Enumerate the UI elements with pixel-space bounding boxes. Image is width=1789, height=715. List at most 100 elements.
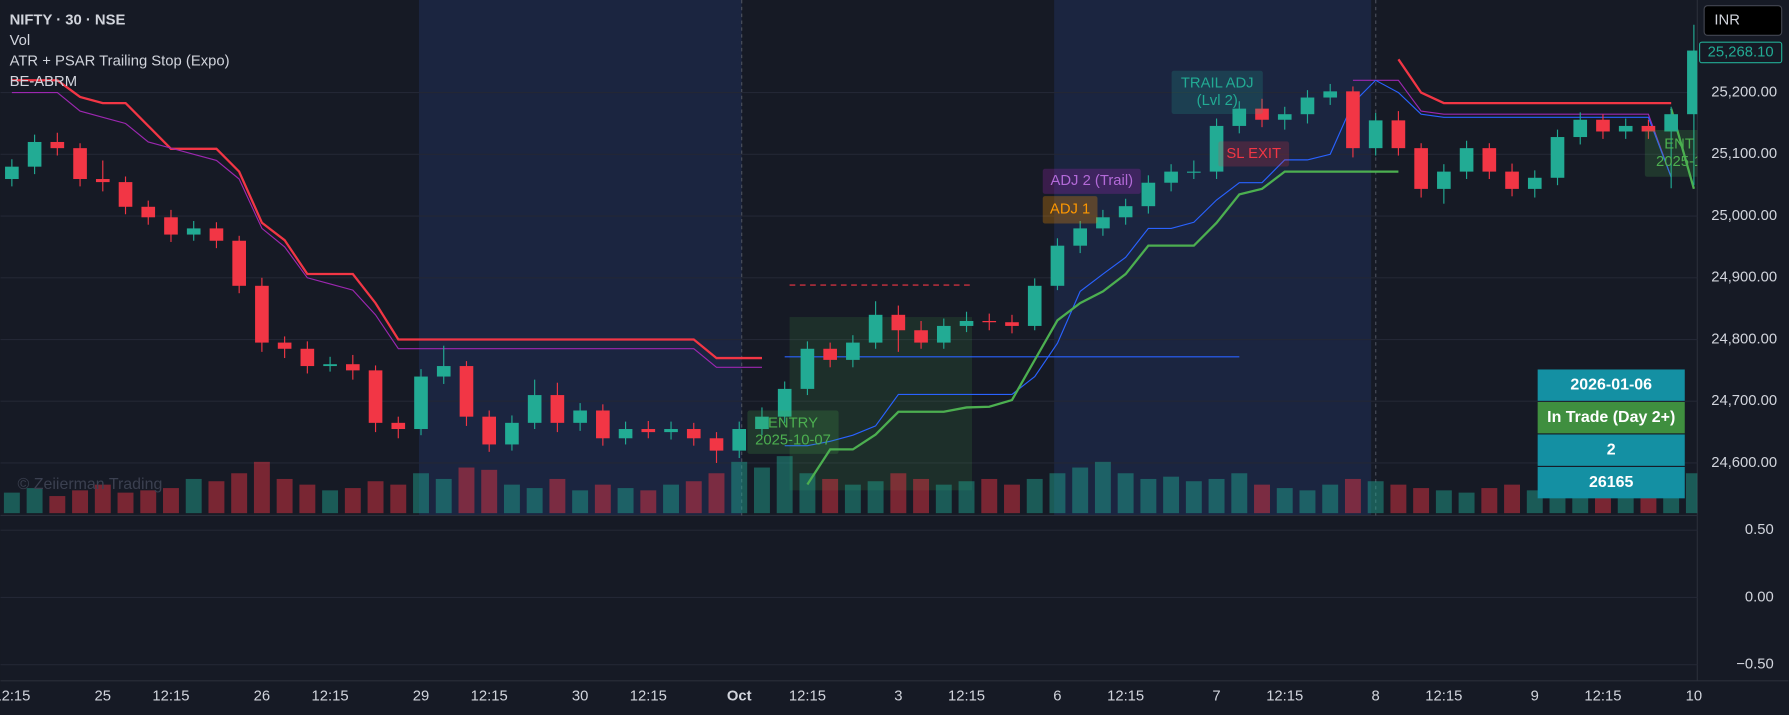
volume-bar xyxy=(958,481,975,514)
candle-body xyxy=(1118,206,1133,218)
stop-line xyxy=(11,58,1672,360)
x-tick-label: 29 xyxy=(413,689,429,705)
x-tick-label: 12:15 xyxy=(630,689,667,705)
annotation-text: SL EXIT xyxy=(1226,146,1281,162)
table-text: In Trade (Day 2+) xyxy=(1547,409,1675,426)
candle-body xyxy=(277,342,292,349)
candle-body xyxy=(209,228,224,241)
volume-bar xyxy=(867,481,884,514)
legend-line[interactable]: NIFTY · 30 · NSE xyxy=(10,12,126,28)
table-text: 2026-01-06 xyxy=(1570,377,1652,394)
candle-body xyxy=(1141,182,1156,207)
volume-bar xyxy=(117,492,134,514)
volume-bar xyxy=(844,484,861,514)
currency-box[interactable] xyxy=(1703,5,1783,36)
volume-bar xyxy=(1299,490,1316,514)
volume-bar xyxy=(1208,478,1225,514)
x-tick-label: 12:15 xyxy=(1425,689,1462,705)
legend-line[interactable]: BE-ABRM xyxy=(10,74,78,90)
candle-body xyxy=(186,228,201,235)
annotation-text: ENT xyxy=(1664,137,1694,153)
x-tick-label: 12:15 xyxy=(152,689,189,705)
candle-body xyxy=(641,429,656,433)
candle-body xyxy=(709,438,724,451)
volume-bar xyxy=(299,484,316,514)
volume-bar xyxy=(390,484,407,514)
candle-body xyxy=(1641,125,1656,132)
volume-bar xyxy=(1685,473,1698,514)
table-cell xyxy=(1537,434,1685,466)
candle-body xyxy=(891,314,906,331)
volume-bar xyxy=(685,481,702,514)
volume-bar xyxy=(481,469,498,514)
volume-bar xyxy=(640,490,657,514)
table-cell xyxy=(1537,466,1685,499)
annotation-text: (Lvl 2) xyxy=(1197,93,1238,109)
volume-bar xyxy=(1185,481,1202,514)
volume-bar xyxy=(503,484,520,514)
currency[interactable]: INR xyxy=(1714,12,1740,28)
volume-bar xyxy=(140,490,157,514)
candle-body xyxy=(1414,148,1428,189)
volume-bar xyxy=(594,484,611,514)
volume-bar xyxy=(1094,461,1111,514)
volume-bar xyxy=(72,490,89,514)
volume-bar xyxy=(367,481,384,514)
candle-body xyxy=(1050,245,1065,286)
legend-line[interactable]: ATR + PSAR Trailing Stop (Expo) xyxy=(10,54,230,70)
candle-body xyxy=(27,141,42,167)
volume-bar xyxy=(3,492,20,514)
table-cell xyxy=(1537,401,1685,434)
volume-bar xyxy=(94,484,111,514)
y-tick-label: 25,000.00 xyxy=(1711,208,1777,224)
x-tick-label: 12:15 xyxy=(1107,689,1144,705)
volume-bar xyxy=(1435,490,1452,514)
volume-bar xyxy=(185,478,202,514)
plot-area: TRAIL ADJ(Lvl 2) SL EXIT ADJ 2 (Trail) ADJ … xyxy=(3,24,1702,514)
candle-body xyxy=(414,376,428,430)
candle-body xyxy=(391,422,406,430)
volume-bar xyxy=(1413,488,1430,514)
candle-body xyxy=(527,395,542,423)
volume-bar xyxy=(890,473,907,514)
x-tick-label: 12:15 xyxy=(1266,689,1303,705)
candle-body xyxy=(436,366,451,377)
x-tick-label: 12:15 xyxy=(471,689,508,705)
stop-line xyxy=(11,79,1672,368)
candle-body xyxy=(664,429,678,433)
candle-body xyxy=(1209,125,1224,172)
volume-bar xyxy=(1231,473,1248,514)
candle-body xyxy=(823,348,837,360)
candle-body xyxy=(1346,91,1360,149)
volume-bar xyxy=(26,488,43,514)
legend-line[interactable]: Vol xyxy=(10,33,31,49)
last-price-box xyxy=(1699,41,1783,64)
annotation-box xyxy=(1042,168,1141,194)
candle-body xyxy=(936,325,951,343)
candle-body xyxy=(50,141,65,149)
candle-body xyxy=(800,348,815,389)
candle-body xyxy=(95,179,110,183)
x-tick-label: 25 xyxy=(95,689,111,705)
x-tick-label: 7 xyxy=(1212,689,1220,705)
trade-zone xyxy=(789,317,973,491)
lower-tick-label: 0.50 xyxy=(1745,522,1774,538)
candle-body xyxy=(1437,171,1451,189)
candle-body xyxy=(255,285,269,343)
annotation-text: ADJ 2 (Trail) xyxy=(1050,173,1133,189)
candle-body xyxy=(141,206,156,218)
volume-bar xyxy=(253,461,270,514)
volume-bar xyxy=(1458,492,1475,514)
candle-body xyxy=(914,330,928,343)
last-price: 25,268.10 xyxy=(1708,44,1774,60)
volume-bar xyxy=(1140,478,1157,514)
candle-body xyxy=(1073,228,1087,246)
volume-bar xyxy=(708,473,725,514)
volume-bar xyxy=(913,478,930,514)
candle-body xyxy=(1323,91,1338,98)
annotation-text: 2025-1 xyxy=(1656,154,1702,170)
candle-body xyxy=(5,166,19,180)
lower-tick-label: 0.00 xyxy=(1745,589,1774,605)
volume-bar xyxy=(231,473,248,514)
